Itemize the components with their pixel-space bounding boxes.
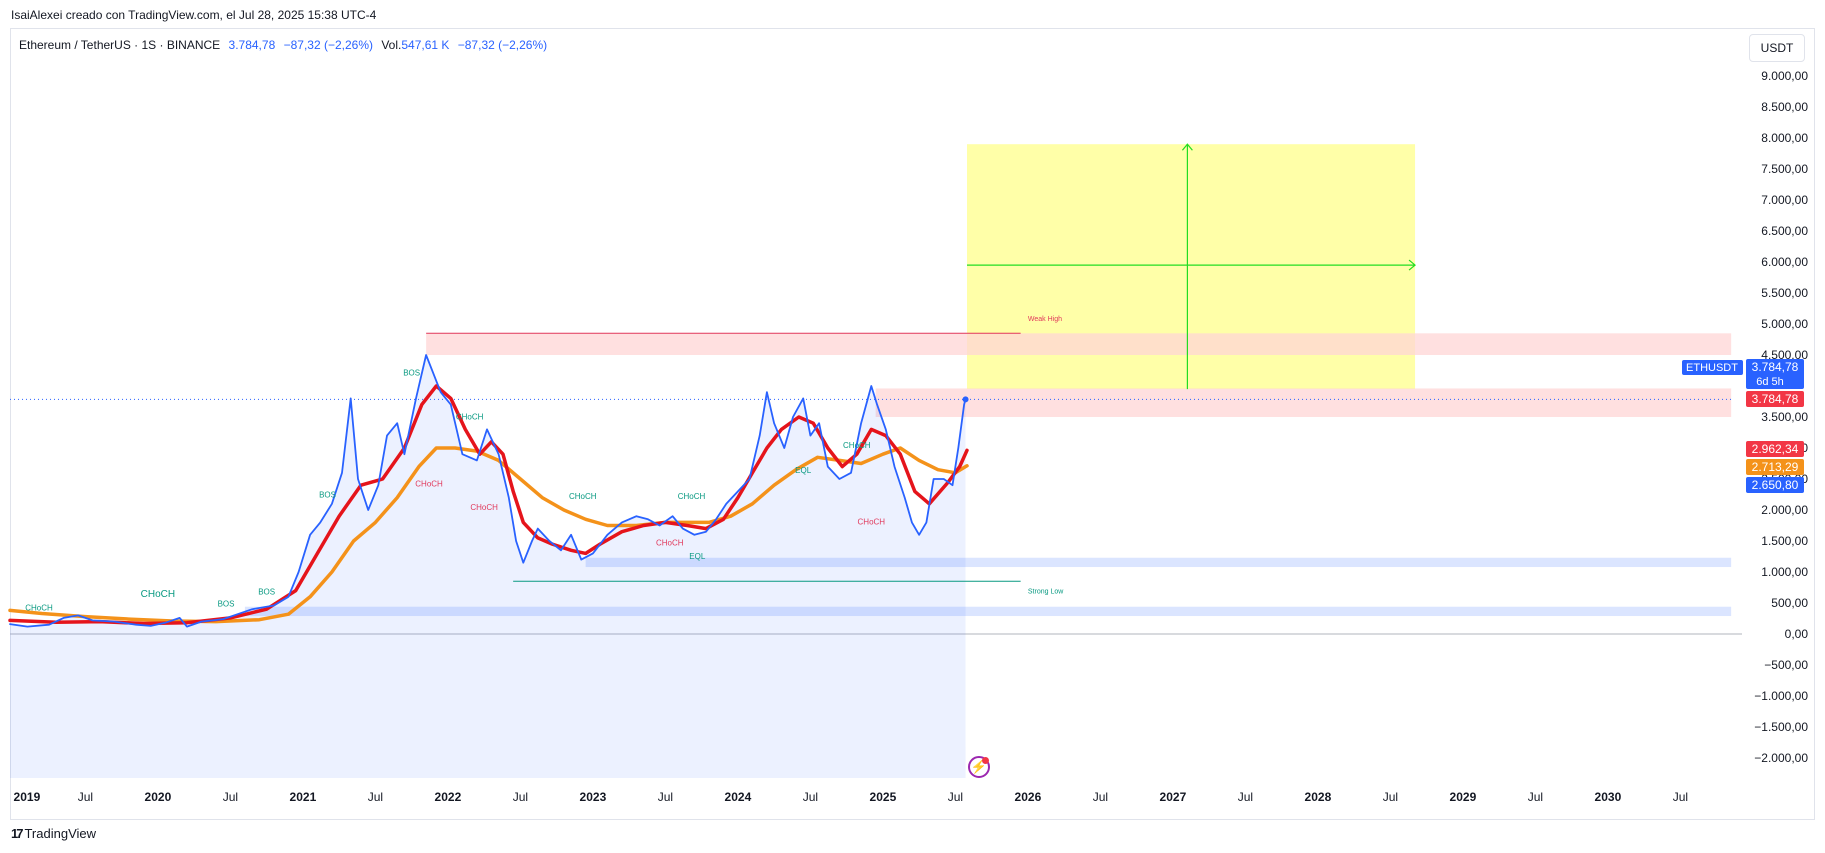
x-tick-label: 2025 bbox=[870, 790, 897, 804]
price-tag-ma-slow: 2.713,29 bbox=[1752, 460, 1799, 474]
structure-label-choch: CHoCH bbox=[456, 412, 484, 421]
y-tick-label: 9.000,00 bbox=[1761, 69, 1808, 83]
y-tick-label: 500,00 bbox=[1771, 596, 1808, 610]
symbol-legend[interactable]: Ethereum / TetherUS · 1S · BINANCE 3.784… bbox=[19, 38, 552, 52]
x-tick-label: 2019 bbox=[14, 790, 41, 804]
target-arrow-head-right bbox=[1408, 259, 1416, 271]
x-tick-label: 2029 bbox=[1450, 790, 1477, 804]
y-tick-label: −1.000,00 bbox=[1754, 689, 1808, 703]
price-tag-ma-fast-bg bbox=[1746, 441, 1804, 457]
volume-label: Vol. bbox=[381, 38, 402, 52]
y-tick-label: 1.000,00 bbox=[1761, 565, 1808, 579]
symbol-tag-text: ETHUSDT bbox=[1686, 362, 1738, 374]
price-tag-countdown: 6d 5h bbox=[1756, 376, 1784, 388]
x-tick-label: Jul bbox=[78, 790, 93, 804]
y-tick-label: 8.000,00 bbox=[1761, 131, 1808, 145]
strong-low-label: Strong Low bbox=[1028, 589, 1064, 596]
x-tick-label: 2030 bbox=[1595, 790, 1622, 804]
x-tick-label: Jul bbox=[1528, 790, 1543, 804]
y-tick-label: 0,00 bbox=[1785, 627, 1809, 641]
price-tag-ethusdt-bg bbox=[1746, 359, 1804, 389]
chart-caption: IsaiAlexei creado con TradingView.com, e… bbox=[11, 8, 377, 22]
x-tick-label: Jul bbox=[223, 790, 238, 804]
supply-zone-lower[interactable] bbox=[875, 388, 1732, 417]
structure-label-bos: BOS bbox=[319, 491, 336, 500]
price-tag-ma-slow-bg bbox=[1746, 459, 1804, 475]
x-tick-label: Jul bbox=[513, 790, 528, 804]
structure-label-bos: BOS bbox=[218, 600, 235, 609]
y-tick-label: 7.500,00 bbox=[1761, 162, 1808, 176]
y-tick-label: 5.000,00 bbox=[1761, 317, 1808, 331]
x-tick-label: Jul bbox=[803, 790, 818, 804]
structure-label-choch: CHoCH bbox=[678, 492, 706, 501]
volume-value: 547,61 K bbox=[401, 38, 450, 52]
price-tag-low-tag: 2.650,80 bbox=[1752, 478, 1799, 492]
structure-label-choch: CHoCH bbox=[656, 538, 684, 547]
structure-label-choch: CHoCH bbox=[25, 603, 53, 612]
x-tick-label: 2028 bbox=[1305, 790, 1332, 804]
symbol-title[interactable]: Ethereum / TetherUS · 1S · BINANCE bbox=[19, 38, 221, 52]
symbol-tag-bg bbox=[1682, 360, 1743, 375]
demand-zone-lower[interactable] bbox=[244, 606, 1732, 617]
structure-label-choch: CHoCH bbox=[141, 589, 175, 600]
x-tick-label: Jul bbox=[1238, 790, 1253, 804]
y-tick-label: −500,00 bbox=[1764, 658, 1808, 672]
price-change: −87,32 (−2,26%) bbox=[283, 38, 373, 52]
y-tick-label: 6.500,00 bbox=[1761, 224, 1808, 238]
demand-zone-upper[interactable] bbox=[585, 557, 1732, 568]
y-tick-label: 8.500,00 bbox=[1761, 100, 1808, 114]
x-tick-label: 2024 bbox=[725, 790, 752, 804]
price-area-fill bbox=[10, 355, 966, 778]
x-tick-label: 2020 bbox=[145, 790, 172, 804]
structure-label-choch: CHoCH bbox=[569, 492, 597, 501]
y-tick-label: 5.500,00 bbox=[1761, 286, 1808, 300]
tradingview-logo-icon: 17 bbox=[11, 826, 24, 841]
x-tick-label: 2021 bbox=[290, 790, 317, 804]
structure-label-eql: EQL bbox=[795, 466, 812, 475]
chart-frame bbox=[10, 28, 1815, 820]
structure-label-choch: CHoCH bbox=[843, 441, 871, 450]
x-tick-label: Jul bbox=[1093, 790, 1108, 804]
target-arrow-head-up bbox=[1181, 143, 1193, 151]
price-tag-ethusdt: 3.784,78 bbox=[1752, 360, 1799, 374]
y-tick-label: 3.500,00 bbox=[1761, 410, 1808, 424]
price-tag-low-tag-bg bbox=[1746, 477, 1804, 493]
currency-button[interactable]: USDT bbox=[1749, 34, 1805, 62]
x-tick-label: Jul bbox=[1383, 790, 1398, 804]
price-tag-ma-fast: 2.962,34 bbox=[1752, 442, 1799, 456]
y-tick-label: 1.500,00 bbox=[1761, 534, 1808, 548]
x-tick-label: 2022 bbox=[435, 790, 462, 804]
volume-change: −87,32 (−2,26%) bbox=[457, 38, 548, 52]
y-tick-label: 6.000,00 bbox=[1761, 255, 1808, 269]
y-tick-label: −2.000,00 bbox=[1754, 751, 1808, 765]
supply-zone-upper[interactable] bbox=[426, 333, 1732, 355]
x-tick-label: Jul bbox=[948, 790, 963, 804]
notification-dot bbox=[982, 757, 989, 764]
structure-label-eql: EQL bbox=[689, 552, 706, 561]
price-tag-last: 3.784,78 bbox=[1752, 392, 1799, 406]
y-tick-label: 4.500,00 bbox=[1761, 348, 1808, 362]
x-tick-label: Jul bbox=[658, 790, 673, 804]
structure-label-choch: CHoCH bbox=[858, 517, 886, 526]
weak-high-label: Weak High bbox=[1028, 316, 1062, 323]
x-tick-label: Jul bbox=[1673, 790, 1688, 804]
last-price: 3.784,78 bbox=[228, 38, 276, 52]
y-tick-label: −1.500,00 bbox=[1754, 720, 1808, 734]
structure-label-bos: BOS bbox=[403, 368, 420, 377]
tradingview-logo[interactable]: 17 TradingView bbox=[11, 826, 96, 841]
x-tick-label: 2023 bbox=[580, 790, 607, 804]
footer-brand: TradingView bbox=[24, 826, 97, 841]
x-tick-label: 2026 bbox=[1015, 790, 1042, 804]
y-tick-label: 7.000,00 bbox=[1761, 193, 1808, 207]
structure-label-bos: BOS bbox=[258, 587, 275, 596]
last-price-dot bbox=[962, 396, 969, 403]
x-tick-label: Jul bbox=[368, 790, 383, 804]
structure-label-choch: CHoCH bbox=[470, 503, 498, 512]
price-tag-last-bg bbox=[1746, 391, 1804, 407]
y-tick-label: 2.000,00 bbox=[1761, 503, 1808, 517]
series-price[interactable] bbox=[9, 354, 967, 628]
x-tick-label: 2027 bbox=[1160, 790, 1187, 804]
structure-label-choch: CHoCH bbox=[415, 479, 443, 488]
